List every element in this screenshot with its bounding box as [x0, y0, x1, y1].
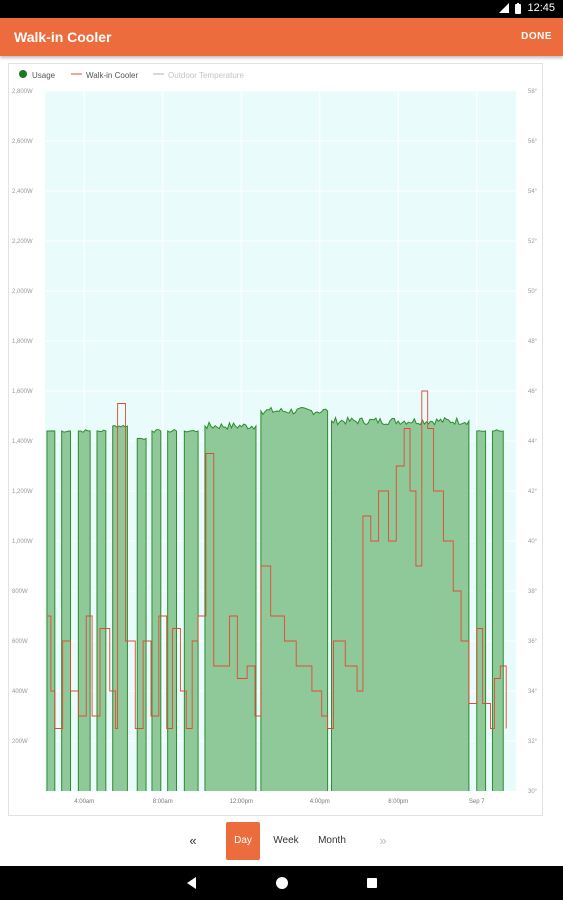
x-tick-label: 4:00am: [74, 799, 94, 805]
usage-outline: [77, 429, 91, 791]
usage-block: [331, 417, 469, 791]
left-tick-label: 1,000W: [12, 539, 33, 545]
usage-block: [167, 429, 177, 791]
x-tick-label: Sep 7: [469, 799, 485, 805]
usage-outline: [260, 406, 329, 791]
right-tick-label: 30°: [528, 789, 538, 795]
right-tick-label: 48°: [528, 339, 538, 345]
left-tick-label: 2,600W: [12, 139, 33, 145]
left-tick-label: 1,800W: [12, 339, 33, 345]
legend-usage-label: Usage: [32, 71, 56, 80]
usage-block: [184, 430, 199, 791]
usage-block: [476, 430, 486, 791]
usage-chart-card: Usage Walk-in Cooler Outdoor Temperature…: [8, 63, 543, 816]
battery-icon: [515, 2, 522, 14]
right-tick-label: 44°: [528, 439, 538, 445]
left-tick-label: 1,400W: [12, 439, 33, 445]
left-tick-label: 400W: [12, 689, 28, 695]
usage-block: [97, 430, 106, 791]
status-bar: 12:45: [0, 0, 563, 18]
usage-block: [260, 407, 328, 791]
left-tick-label: 600W: [12, 639, 28, 645]
legend-outdoor-label: Outdoor Temperature: [168, 71, 244, 80]
page-title: Walk-in Cooler: [14, 29, 112, 45]
usage-outline: [331, 415, 470, 791]
right-tick-label: 56°: [528, 139, 538, 145]
cooler-temp-series: [46, 390, 507, 729]
x-tick-label: 8:00am: [153, 799, 173, 805]
usage-outline: [151, 429, 162, 791]
right-tick-label: 40°: [528, 539, 538, 545]
usage-block: [151, 429, 161, 791]
usage-outline: [167, 429, 177, 791]
week-tab[interactable]: Week: [273, 835, 299, 846]
usage-block: [61, 431, 71, 791]
usage-outline: [61, 430, 72, 791]
next-range-button[interactable]: »: [379, 833, 387, 848]
left-tick-label: 2,800W: [12, 89, 33, 95]
usage-outline: [112, 424, 128, 791]
legend-cooler-label: Walk-in Cooler: [86, 71, 138, 80]
usage-chart: Usage Walk-in Cooler Outdoor Temperature…: [12, 70, 538, 805]
left-tick-label: 200W: [12, 739, 28, 745]
system-nav-bar: [0, 866, 563, 900]
left-tick-label: 2,000W: [12, 289, 33, 295]
left-tick-label: 800W: [12, 589, 28, 595]
recents-icon[interactable]: [367, 878, 377, 888]
done-button[interactable]: DONE: [521, 31, 552, 42]
right-tick-label: 54°: [528, 189, 538, 195]
usage-outline: [476, 430, 487, 791]
usage-block: [204, 422, 256, 791]
x-tick-label: 4:00pm: [310, 799, 330, 805]
right-axis: 58° 56° 54° 52° 50° 48° 46° 44° 42° 40° 38° 36° 34° 3…: [528, 89, 538, 795]
usage-outline: [183, 429, 199, 791]
right-tick-label: 32°: [528, 739, 538, 745]
legend-usage-icon: [19, 70, 27, 78]
usage-block: [492, 429, 504, 791]
right-tick-label: 38°: [528, 589, 538, 595]
usage-outline: [491, 429, 504, 791]
signal-icon: [499, 3, 510, 13]
left-axis: 2,800W 2,600W 2,400W 2,200W 2,000W 1,800W 1,60…: [12, 89, 33, 745]
prev-range-button[interactable]: «: [189, 833, 197, 848]
right-tick-label: 46°: [528, 389, 538, 395]
month-tab[interactable]: Month: [318, 835, 346, 846]
left-tick-label: 2,200W: [12, 239, 33, 245]
x-axis: 4:00am 8:00am 12:00pm 4:00pm 8:00pm Sep 7: [74, 799, 485, 805]
usage-block: [112, 425, 128, 791]
status-time: 12:45: [527, 2, 555, 14]
usage-outline: [136, 437, 147, 791]
usage-outline: [96, 429, 107, 791]
right-tick-label: 36°: [528, 639, 538, 645]
left-tick-label: 2,400W: [12, 189, 33, 195]
usage-block: [137, 438, 147, 791]
usage-outline: [204, 421, 257, 791]
right-tick-label: 42°: [528, 489, 538, 495]
x-tick-label: 8:00pm: [388, 799, 408, 805]
usage-outline: [46, 430, 56, 791]
back-icon[interactable]: [187, 877, 196, 889]
usage-block: [78, 429, 91, 791]
right-tick-label: 50°: [528, 289, 538, 295]
left-tick-label: 1,600W: [12, 389, 33, 395]
chart-legend: Usage Walk-in Cooler Outdoor Temperature: [19, 70, 244, 80]
home-icon[interactable]: [276, 877, 288, 889]
status-icons: 12:45: [499, 2, 555, 14]
right-tick-label: 34°: [528, 689, 538, 695]
app-bar: Walk-in Cooler DONE: [0, 18, 563, 56]
day-tab[interactable]: Day: [226, 822, 260, 860]
right-tick-label: 58°: [528, 89, 538, 95]
range-controls: « Day Week Month »: [0, 822, 563, 864]
x-tick-label: 12:00pm: [230, 799, 253, 805]
right-tick-label: 52°: [528, 239, 538, 245]
usage-series: [46, 406, 504, 791]
left-tick-label: 1,200W: [12, 489, 33, 495]
cooler-temp-line: [46, 390, 507, 729]
usage-block: [46, 430, 55, 791]
